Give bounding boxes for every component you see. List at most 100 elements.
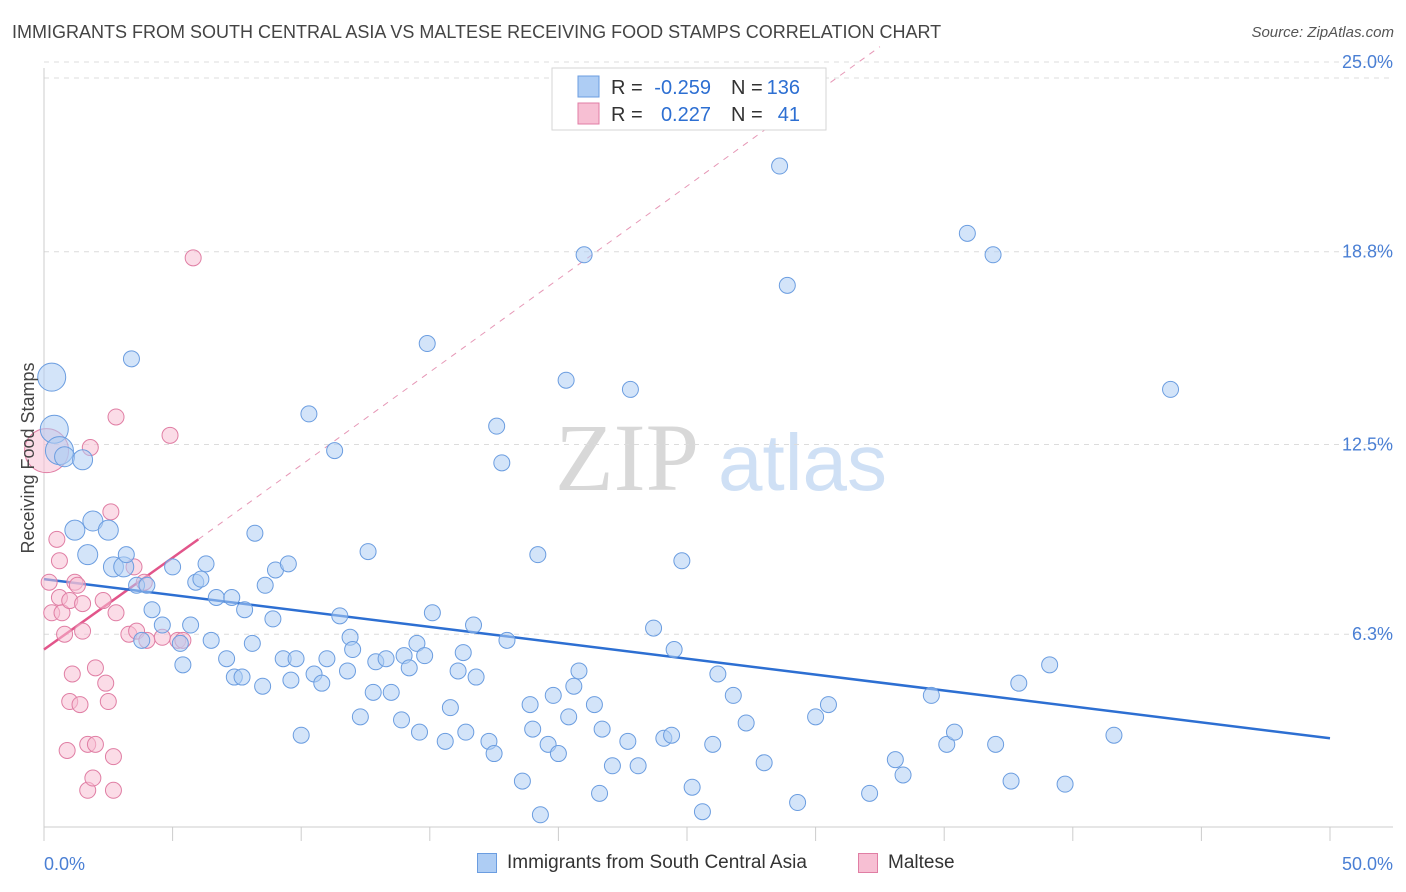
south-central-asia-point	[454, 644, 472, 662]
x-tick-label-max: 50.0%	[1342, 854, 1393, 874]
watermark-atlas: atlas	[718, 418, 887, 507]
south-central-asia-point	[557, 371, 575, 389]
south-central-asia-point	[282, 671, 300, 689]
south-central-asia-point	[279, 555, 297, 573]
south-central-asia-point	[1162, 380, 1180, 398]
south-central-asia-point	[493, 454, 511, 472]
south-central-asia-point	[77, 544, 99, 566]
south-central-asia-point	[418, 335, 436, 353]
south-central-asia-point	[807, 708, 825, 726]
south-central-asia-point	[72, 449, 94, 471]
chart-title: IMMIGRANTS FROM SOUTH CENTRAL ASIA VS MA…	[12, 22, 942, 42]
south-central-asia-point	[54, 446, 76, 468]
south-central-asia-point	[789, 794, 807, 812]
south-central-asia-point	[693, 803, 711, 821]
south-central-asia-point	[945, 723, 963, 741]
south-central-asia-point	[629, 757, 647, 775]
maltese-point	[48, 530, 66, 548]
bottom-legend-label-south-central-asia: Immigrants from South Central Asia	[507, 852, 807, 873]
south-central-asia-point	[709, 665, 727, 683]
south-central-asia-point	[411, 723, 429, 741]
grid-layer	[44, 61, 1393, 635]
south-central-asia-point	[465, 616, 483, 634]
south-central-asia-point	[467, 668, 485, 686]
south-central-asia-point	[223, 589, 241, 606]
south-central-asia-point	[171, 634, 189, 652]
south-central-asia-point	[1002, 772, 1020, 790]
maltese-point	[97, 674, 115, 692]
maltese-point	[56, 625, 74, 643]
legend-swatch-blue	[577, 75, 600, 98]
bottom-legend: Immigrants from South Central Asia Malte…	[0, 852, 1406, 878]
south-central-asia-point	[264, 610, 282, 628]
bottom-legend-swatch-blue	[477, 853, 497, 873]
south-central-asia-point	[958, 224, 976, 242]
chart-source: Source: ZipAtlas.com	[1251, 24, 1394, 41]
south-central-asia-point	[513, 772, 531, 790]
maltese-point	[84, 769, 102, 787]
south-central-asia-point	[313, 674, 331, 692]
south-central-asia-point	[938, 735, 956, 753]
south-central-asia-point	[233, 668, 251, 686]
south-central-asia-point	[400, 659, 418, 677]
south-central-asia-point	[326, 442, 344, 460]
south-central-asia-point	[984, 246, 1002, 264]
south-central-asia-point	[164, 558, 182, 576]
south-central-asia-point	[531, 806, 549, 824]
maltese-point	[184, 249, 202, 267]
y-tick-labels: 6.3% 12.5% 18.8% 25.0%	[1342, 52, 1393, 644]
south-central-asia-point	[37, 362, 67, 392]
south-central-asia-point	[621, 380, 639, 398]
south-central-asia-point	[570, 662, 588, 680]
south-central-asia-point	[771, 157, 789, 175]
south-central-asia-point	[382, 683, 400, 701]
south-central-asia-point	[1010, 674, 1028, 692]
south-central-asia-points	[37, 157, 1180, 824]
south-central-asia-point	[218, 650, 236, 668]
south-central-asia-point	[423, 604, 441, 622]
maltese-point	[94, 592, 112, 610]
x-tick-label-min: 0.0%	[44, 854, 85, 874]
bottom-legend-item-south-central-asia: Immigrants from South Central Asia	[477, 852, 807, 874]
legend-r-label-blue: R =	[611, 77, 643, 99]
legend-n-value-blue: 136	[767, 77, 800, 99]
maltese-point	[63, 665, 81, 683]
legend-n-value-pink: 41	[778, 104, 800, 126]
south-central-asia-point	[138, 576, 156, 594]
south-central-asia-point	[1105, 726, 1123, 744]
y-tick-label: 6.3%	[1352, 624, 1393, 644]
south-central-asia-point	[603, 757, 621, 775]
south-central-asia-point	[778, 276, 796, 294]
south-central-asia-point	[549, 745, 567, 763]
south-central-asia-point	[861, 784, 879, 802]
legend-swatch-pink	[577, 102, 600, 125]
south-central-asia-point	[886, 751, 904, 769]
south-central-asia-point	[246, 524, 264, 542]
south-central-asia-point	[254, 677, 272, 695]
south-central-asia-point	[351, 708, 369, 726]
south-central-asia-point	[922, 686, 940, 704]
south-central-asia-point	[331, 607, 349, 625]
south-central-asia-point	[153, 616, 171, 634]
y-tick-label: 25.0%	[1342, 52, 1393, 72]
south-central-asia-point	[416, 647, 434, 665]
south-central-asia-point	[565, 677, 583, 695]
south-central-asia-point	[560, 708, 578, 726]
south-central-asia-point	[292, 726, 310, 744]
south-central-asia-point	[133, 631, 151, 649]
south-central-asia-point	[64, 519, 86, 541]
maltese-point	[107, 604, 125, 622]
south-central-asia-point	[485, 745, 503, 763]
south-central-asia-point	[1041, 656, 1059, 674]
south-central-asia-point	[819, 696, 837, 714]
legend-n-label-blue: N =	[731, 77, 763, 99]
south-central-asia-point	[575, 246, 593, 264]
legend-r-value-blue: -0.259	[654, 77, 711, 99]
bottom-legend-item-maltese: Maltese	[858, 852, 955, 874]
maltese-point	[71, 696, 89, 714]
south-central-asia-point	[755, 754, 773, 772]
south-central-asia-point	[174, 656, 192, 674]
watermark-zip: ZIP	[555, 404, 699, 511]
top-legend: R = -0.259 N = 136 R = 0.227 N = 41	[551, 67, 827, 131]
